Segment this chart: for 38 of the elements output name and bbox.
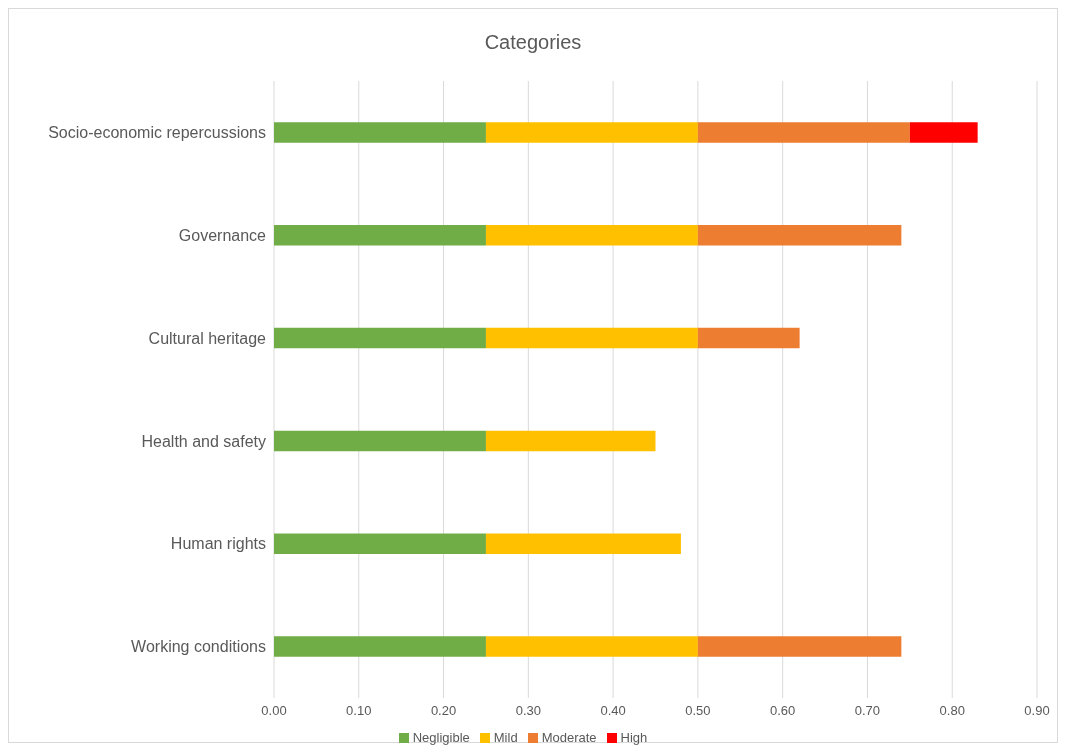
y-tick-label: Socio-economic repercussions	[48, 124, 266, 142]
bar	[274, 327, 486, 349]
x-tick-label: 0.40	[600, 703, 626, 719]
legend-label: Moderate	[541, 730, 597, 745]
bar	[274, 636, 486, 657]
legend-label: Mild	[493, 730, 518, 745]
y-tick-label: Working conditions	[131, 638, 266, 656]
bar	[274, 430, 486, 452]
x-tick-label: 0.50	[685, 703, 711, 719]
bar	[485, 533, 681, 555]
bar	[697, 122, 910, 143]
bar	[697, 224, 902, 246]
bar	[485, 327, 698, 349]
y-tick-label: Human rights	[170, 535, 266, 553]
y-tick-label: Health and safety	[141, 432, 266, 450]
bar	[909, 122, 978, 143]
bar	[485, 224, 698, 246]
legend-label: High	[620, 730, 648, 745]
bar	[697, 636, 902, 657]
bar	[274, 533, 486, 555]
bar	[274, 122, 486, 143]
bar	[485, 636, 698, 657]
bar	[485, 122, 698, 143]
chart-title: Categories	[483, 30, 583, 55]
x-tick-label: 0.30	[515, 703, 541, 719]
x-tick-label: 0.90	[1024, 703, 1050, 719]
x-tick-label: 0.10	[346, 703, 372, 719]
y-tick-label: Governance	[178, 226, 267, 244]
bar	[697, 327, 800, 349]
x-tick-label: 0.00	[261, 703, 287, 719]
bar	[274, 224, 486, 246]
x-tick-label: 0.80	[939, 703, 965, 719]
bar	[485, 430, 656, 452]
x-tick-label: 0.70	[854, 703, 881, 719]
legend-label: Negligible	[412, 730, 470, 745]
x-tick-label: 0.20	[430, 703, 457, 719]
x-tick-label: 0.60	[770, 703, 796, 719]
y-tick-label: Cultural heritage	[148, 329, 267, 347]
